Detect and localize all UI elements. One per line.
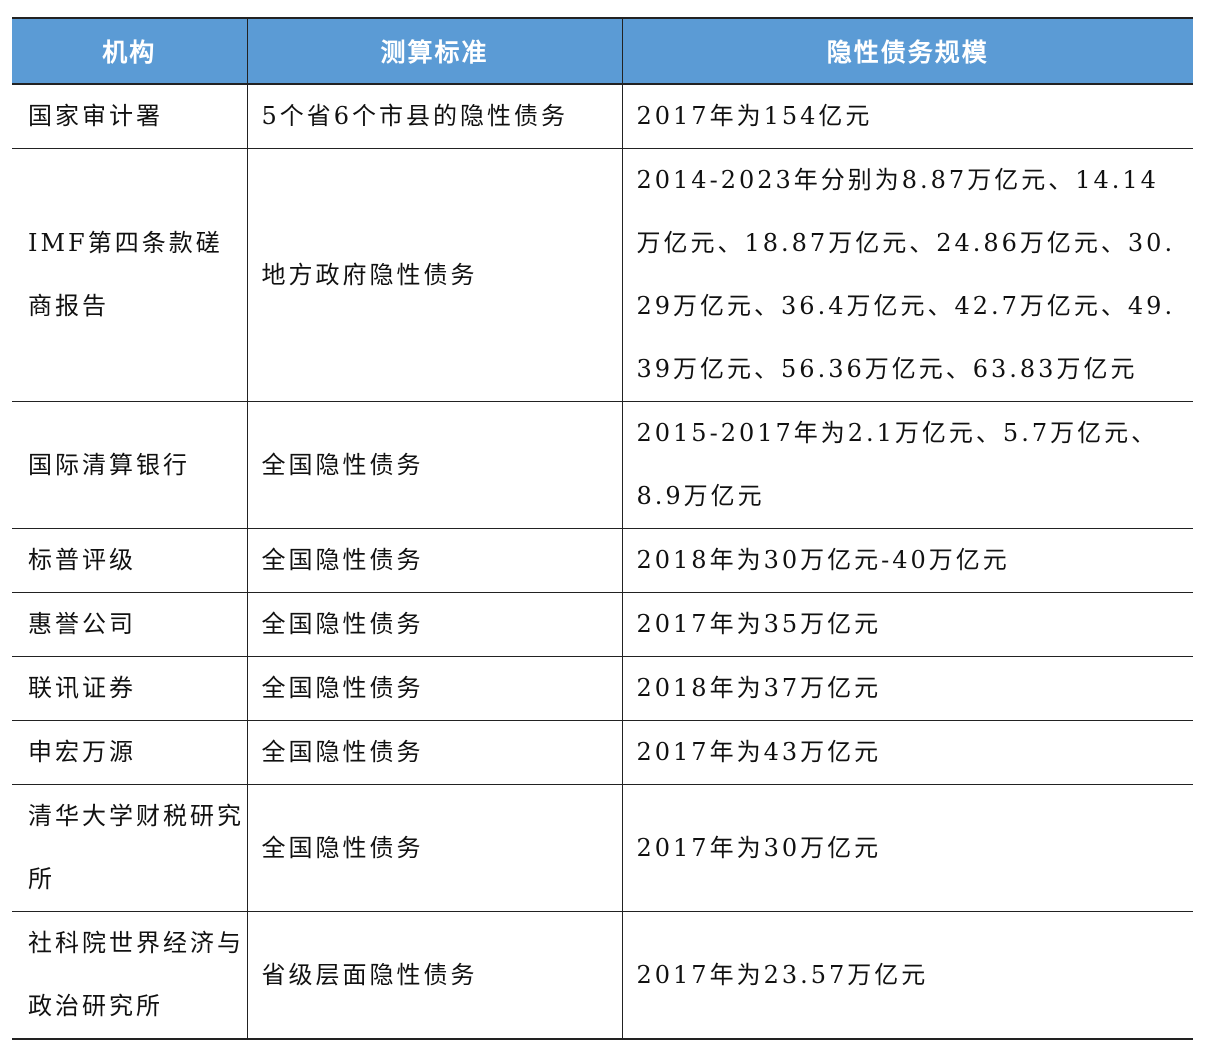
cell-scale: 2014-2023年分别为8.87万亿元、14.14万亿元、18.87万亿元、2… [621,148,1193,402]
table-row: 国家审计署 5个省6个市县的隐性债务 2017年为154亿元 [12,84,1193,149]
header-org: 机构 [12,17,248,85]
table-row: IMF第四条款磋商报告 地方政府隐性债务 2014-2023年分别为8.87万亿元、… [12,148,1193,402]
table-row: 惠誉公司 全国隐性债务 2017年为35万亿元 [12,592,1193,657]
table-row: 联讯证券 全国隐性债务 2018年为37万亿元 [12,656,1193,721]
cell-scale: 2018年为30万亿元-40万亿元 [621,528,1193,593]
cell-org: 标普评级 [12,528,248,593]
cell-scale: 2017年为35万亿元 [621,592,1193,657]
cell-org: IMF第四条款磋商报告 [12,148,248,402]
cell-standard: 地方政府隐性债务 [246,148,623,402]
cell-scale: 2017年为154亿元 [621,84,1193,149]
cell-org: 惠誉公司 [12,592,248,657]
debt-estimates-table: 机构 测算标准 隐性债务规模 国家审计署 5个省6个市县的隐性债务 2017年为15… [12,17,1193,1040]
cell-org: 国家审计署 [12,84,248,149]
table-row: 标普评级 全国隐性债务 2018年为30万亿元-40万亿元 [12,528,1193,593]
cell-standard: 全国隐性债务 [246,528,623,593]
cell-standard: 全国隐性债务 [246,401,623,529]
cell-scale: 2015-2017年为2.1万亿元、5.7万亿元、8.9万亿元 [621,401,1193,529]
cell-org: 申宏万源 [12,720,248,785]
cell-standard: 全国隐性债务 [246,656,623,721]
cell-scale: 2018年为37万亿元 [621,656,1193,721]
header-standard: 测算标准 [246,17,623,85]
cell-standard: 全国隐性债务 [246,784,623,912]
cell-scale: 2017年为30万亿元 [621,784,1193,912]
cell-org: 社科院世界经济与政治研究所 [12,911,248,1040]
table-row: 国际清算银行 全国隐性债务 2015-2017年为2.1万亿元、5.7万亿元、8.9… [12,401,1193,529]
table-row: 申宏万源 全国隐性债务 2017年为43万亿元 [12,720,1193,785]
cell-standard: 省级层面隐性债务 [246,911,623,1040]
cell-scale: 2017年为43万亿元 [621,720,1193,785]
cell-standard: 全国隐性债务 [246,592,623,657]
table-row: 清华大学财税研究所 全国隐性债务 2017年为30万亿元 [12,784,1193,912]
table-row: 社科院世界经济与政治研究所 省级层面隐性债务 2017年为23.57万亿元 [12,911,1193,1040]
header-scale: 隐性债务规模 [621,17,1193,85]
cell-org: 联讯证券 [12,656,248,721]
header-row: 机构 测算标准 隐性债务规模 [12,17,1193,85]
cell-scale: 2017年为23.57万亿元 [621,911,1193,1040]
cell-standard: 全国隐性债务 [246,720,623,785]
cell-standard: 5个省6个市县的隐性债务 [246,84,623,149]
cell-org: 清华大学财税研究所 [12,784,248,912]
cell-org: 国际清算银行 [12,401,248,529]
